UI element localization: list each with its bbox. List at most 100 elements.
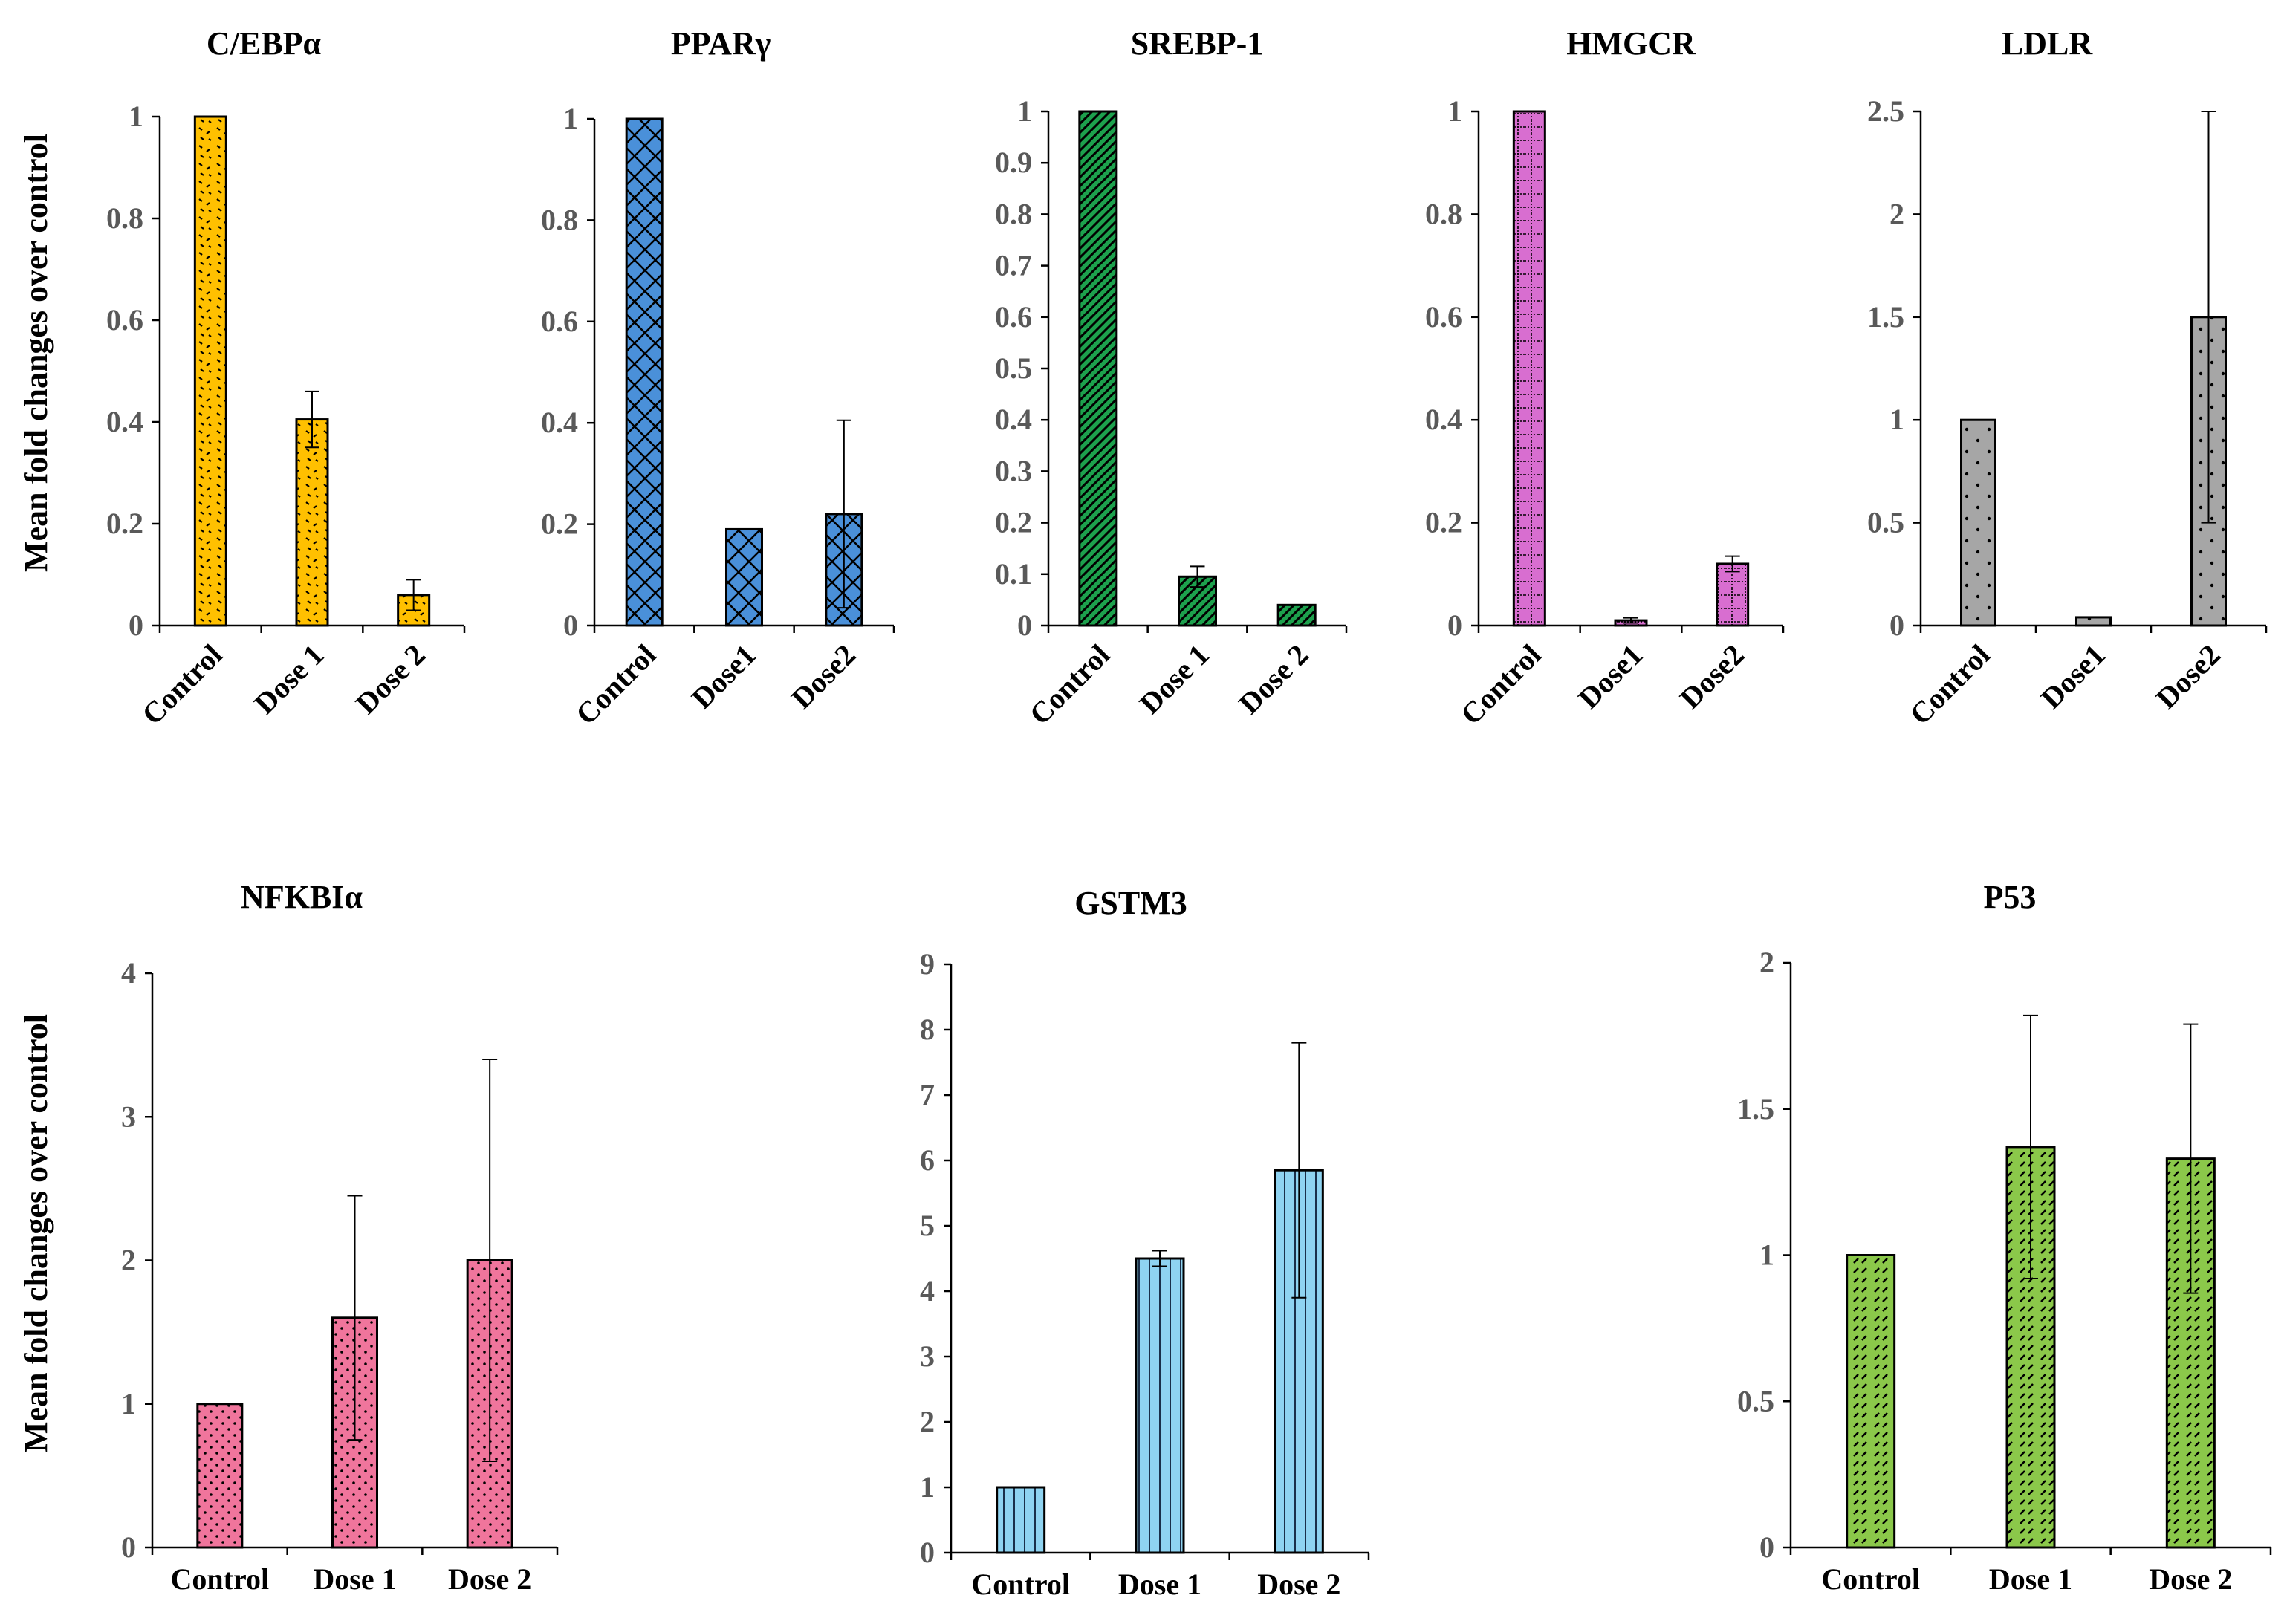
- y-tick-label: 1: [129, 100, 143, 133]
- y-tick-label: 0.4: [541, 406, 578, 439]
- x-tick-label: Control: [1454, 638, 1548, 732]
- y-tick-label: 1: [121, 1387, 136, 1420]
- chart-title: PPARγ: [671, 25, 771, 62]
- x-tick-label: Dose 1: [247, 638, 330, 721]
- chart-panel-srebp-1: SREBP-1 0 0.1 0.2 0.3 0.4 0.5 0.6 0.7 0.8 0.9 1 Cont…: [995, 25, 1346, 731]
- y-tick-label: 0.2: [541, 507, 578, 541]
- bar-control: [198, 1404, 242, 1547]
- y-tick-label: 9: [920, 947, 935, 981]
- bar-dose1: [727, 529, 762, 626]
- y-tick-label: 0.6: [995, 300, 1032, 334]
- bar-dose-2: [1278, 605, 1315, 626]
- y-tick-label: 8: [920, 1013, 935, 1046]
- x-tick-label: Control: [1023, 638, 1117, 732]
- y-tick-label: 1: [920, 1470, 935, 1504]
- bar-control: [997, 1487, 1045, 1553]
- chart-title: SREBP-1: [1131, 25, 1263, 62]
- y-tick-label: 0.4: [1425, 403, 1462, 436]
- x-tick-label: Control: [1903, 638, 1996, 732]
- y-tick-label: 0.8: [1425, 197, 1462, 230]
- y-tick-label: 0.6: [541, 305, 578, 338]
- y-tick-label: 1: [1889, 403, 1904, 436]
- y-tick-label: 0: [121, 1530, 136, 1564]
- chart-panel-hmgcr: HMGCR 0 0.2 0.4 0.6 0.8 1 Control Dose1 Dose2: [1425, 25, 1783, 731]
- chart-panel-ldlr: LDLR 0 0.5 1 1.5 2 2.5 Control Dose1 Dose2: [1867, 25, 2266, 731]
- x-tick-label: Dose 2: [349, 638, 432, 721]
- y-tick-label: 0: [563, 608, 578, 642]
- y-tick-label: 0.8: [106, 201, 143, 235]
- y-tick-label: 4: [920, 1274, 935, 1308]
- y-axis-label: Mean fold changes over control: [18, 1014, 54, 1452]
- x-tick-label: Dose 1: [313, 1562, 396, 1596]
- chart-panel-c-ebp: C/EBPα Mean fold changes over control 0 0.2…: [18, 25, 464, 731]
- chart-title: GSTM3: [1074, 885, 1187, 921]
- bar-control: [1080, 111, 1117, 626]
- y-tick-label: 0.5: [1737, 1384, 1774, 1417]
- chart-panel-p53: P53 0 0.5 1 1.5 2 Control Dose 1 Dose 2: [1737, 879, 2271, 1596]
- x-tick-label: Control: [171, 1562, 270, 1596]
- y-tick-label: 0.7: [995, 249, 1032, 282]
- y-tick-label: 4: [121, 956, 136, 990]
- y-tick-label: 3: [121, 1100, 136, 1133]
- y-tick-label: 0: [1759, 1530, 1774, 1564]
- x-tick-label: Dose 1: [1118, 1568, 1201, 1601]
- x-tick-label: Dose 1: [1133, 638, 1216, 721]
- chart-title: HMGCR: [1566, 25, 1696, 62]
- x-tick-label: Dose2: [2150, 638, 2227, 715]
- x-tick-label: Dose 2: [448, 1562, 531, 1596]
- y-tick-label: 0.5: [1867, 506, 1904, 539]
- y-tick-label: 7: [920, 1078, 935, 1111]
- y-tick-label: 0.8: [995, 197, 1032, 230]
- bar-control: [195, 117, 226, 626]
- x-tick-label: Dose2: [785, 638, 862, 715]
- y-tick-label: 2: [1889, 197, 1904, 230]
- y-tick-label: 0.9: [995, 146, 1032, 179]
- chart-title: LDLR: [2002, 25, 2093, 62]
- y-tick-label: 0: [1447, 608, 1462, 642]
- y-tick-label: 2: [1759, 946, 1774, 979]
- y-tick-label: 1: [1759, 1238, 1774, 1272]
- y-tick-label: 0: [129, 608, 143, 642]
- x-tick-label: Dose 2: [1257, 1568, 1340, 1601]
- x-tick-label: Dose2: [1673, 638, 1751, 715]
- y-tick-label: 0.3: [995, 454, 1032, 487]
- y-tick-label: 1: [1017, 94, 1032, 128]
- y-tick-label: 2: [121, 1244, 136, 1277]
- bar-control: [1847, 1256, 1895, 1548]
- y-tick-label: 1: [563, 102, 578, 135]
- bar-control: [1514, 111, 1545, 626]
- x-tick-label: Control: [971, 1568, 1070, 1601]
- x-tick-label: Dose 2: [1232, 638, 1314, 721]
- y-tick-label: 0.4: [106, 405, 143, 438]
- chart-title: NFKBIα: [241, 879, 363, 915]
- y-tick-label: 6: [920, 1143, 935, 1177]
- bar-control: [1962, 420, 1996, 626]
- bar-dose-1: [1136, 1258, 1184, 1553]
- bar-dose-1: [296, 420, 328, 626]
- x-tick-label: Control: [1821, 1562, 1920, 1596]
- y-tick-label: 0: [920, 1536, 935, 1569]
- chart-title: C/EBPα: [207, 25, 322, 62]
- y-tick-label: 1: [1447, 94, 1462, 128]
- y-tick-label: 3: [920, 1339, 935, 1373]
- bar-control: [626, 119, 662, 626]
- y-tick-label: 0.5: [995, 351, 1032, 385]
- y-tick-label: 0: [1889, 608, 1904, 642]
- x-tick-label: Control: [135, 638, 229, 732]
- x-tick-label: Dose 2: [2149, 1562, 2232, 1596]
- x-tick-label: Dose 1: [1989, 1562, 2072, 1596]
- y-tick-label: 2: [920, 1405, 935, 1438]
- y-tick-label: 0.4: [995, 403, 1032, 436]
- x-tick-label: Dose1: [1571, 638, 1649, 715]
- bar-dose2: [1717, 564, 1748, 626]
- chart-panel-nfkbi: NFKBIα Mean fold changes over control 0 1 2 3…: [18, 879, 557, 1596]
- y-tick-label: 0.6: [1425, 300, 1462, 334]
- y-tick-label: 5: [920, 1209, 935, 1242]
- y-tick-label: 2.5: [1867, 94, 1904, 128]
- y-tick-label: 1.5: [1737, 1092, 1774, 1126]
- y-tick-label: 0.6: [106, 303, 143, 337]
- y-tick-label: 0: [1017, 608, 1032, 642]
- bar-dose1: [2077, 617, 2111, 626]
- y-tick-label: 0.8: [541, 203, 578, 236]
- x-tick-label: Dose1: [685, 638, 762, 715]
